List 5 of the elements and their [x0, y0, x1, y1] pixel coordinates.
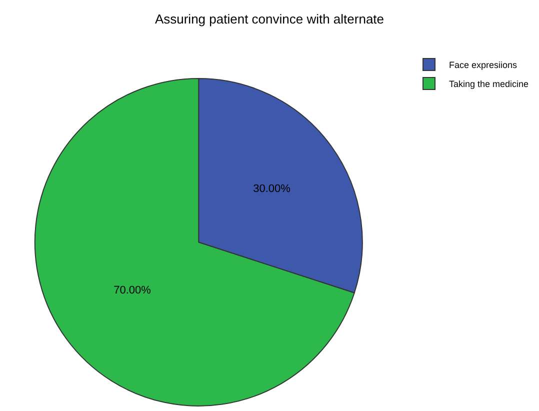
data-label: 30.00%: [253, 183, 291, 196]
legend-label: Face expresiions: [449, 60, 518, 70]
legend-label: Taking the medicine: [449, 79, 529, 90]
chart-title: Assuring patient convince with alternate: [154, 11, 384, 26]
data-label: 70.00%: [114, 284, 152, 296]
